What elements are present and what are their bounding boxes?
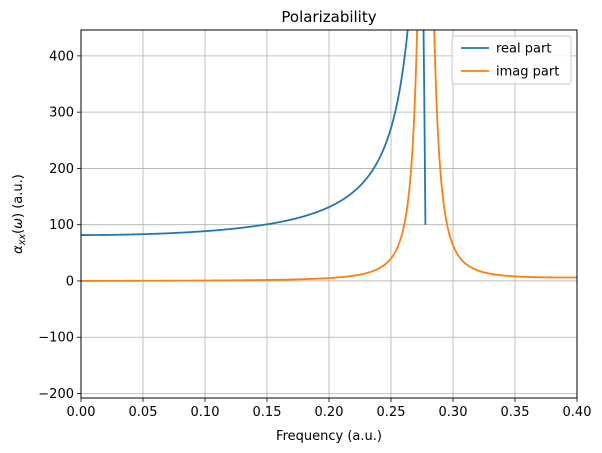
y-tick-label: 300 (49, 106, 74, 121)
y-tick-label: 100 (49, 218, 74, 233)
y-tick-label: 400 (49, 49, 74, 64)
ticks: 0.00 0.05 0.10 0.15 0.20 0.25 0.30 0.35 0.40 −200… (38, 49, 591, 420)
x-tick-label: 0.30 (439, 405, 468, 420)
y-axis-label-close-paren: ) (11, 213, 26, 218)
x-tick-label: 0.15 (253, 405, 282, 420)
x-tick-label: 0.40 (563, 405, 592, 420)
y-tick-label: 0 (66, 274, 74, 289)
y-axis-label-argument: ω (11, 218, 26, 229)
chart-title: Polarizability (281, 8, 376, 26)
x-tick-label: 0.20 (315, 405, 344, 420)
series-line-imag-part (81, 30, 577, 282)
y-axis-label-open-paren: ( (11, 229, 26, 234)
x-tick-label: 0.05 (129, 405, 158, 420)
x-tick-label: 0.35 (501, 405, 530, 420)
x-axis-label: Frequency (a.u.) (276, 429, 382, 444)
y-tick-label: −100 (38, 331, 74, 346)
x-tick-label: 0.00 (67, 405, 96, 420)
x-tick-label: 0.25 (377, 405, 406, 420)
series-layer (81, 30, 577, 282)
legend: real part imag part (451, 35, 572, 85)
y-axis-label-symbol: α (11, 245, 26, 254)
legend-real-part-label: real part (496, 42, 551, 57)
y-tick-label: −200 (38, 387, 74, 402)
series-line-real-part (81, 30, 427, 236)
y-axis-label-subscript: xx (17, 234, 28, 247)
x-tick-label: 0.10 (191, 405, 220, 420)
legend-imag-part-label: imag part (496, 65, 559, 80)
y-axis-label: αxx(ω) (a.u.) (11, 174, 28, 254)
y-axis-label-unit: (a.u.) (11, 174, 26, 213)
y-tick-label: 200 (49, 162, 74, 177)
